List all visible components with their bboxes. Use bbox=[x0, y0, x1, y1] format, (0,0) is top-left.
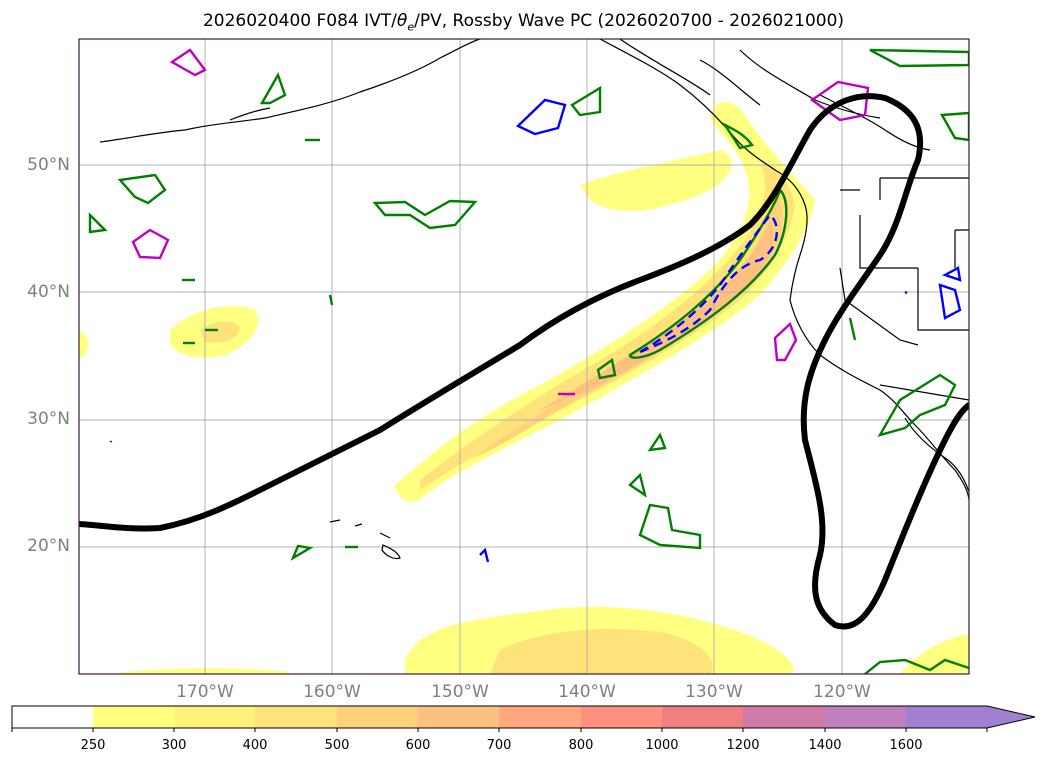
colorbar-tick-300: 300 bbox=[161, 738, 187, 753]
lon-label-120w: 120°W bbox=[813, 682, 871, 702]
theta-e-contours bbox=[88, 48, 969, 674]
colorbar-tick-1000: 1000 bbox=[645, 738, 679, 753]
title-product: Rossby Wave PC (2026020700 - 2026021000) bbox=[452, 11, 845, 31]
pv-blue-contours bbox=[479, 98, 962, 563]
pv-blue-dashed-contour bbox=[639, 213, 779, 354]
colorbar-tick-250: 250 bbox=[80, 738, 106, 753]
lon-label-160w: 160°W bbox=[303, 682, 361, 702]
colorbar-tick-1200: 1200 bbox=[726, 738, 760, 753]
colorbar-tick-400: 400 bbox=[242, 738, 268, 753]
map-frame bbox=[78, 38, 970, 675]
pv-magenta-contours bbox=[131, 48, 870, 396]
colorbar-tick-1600: 1600 bbox=[889, 738, 923, 753]
lon-label-150w: 150°W bbox=[431, 682, 489, 702]
lat-label-30n: 30°N bbox=[27, 409, 70, 429]
coastlines bbox=[99, 39, 969, 560]
lat-label-50n: 50°N bbox=[27, 155, 70, 175]
lon-label-130w: 130°W bbox=[685, 682, 743, 702]
colorbar-tick-800: 800 bbox=[568, 738, 594, 753]
title-fields: IVT/θe/PV, bbox=[364, 11, 448, 34]
colorbar-tick-700: 700 bbox=[486, 738, 512, 753]
colorbar-tick-500: 500 bbox=[324, 738, 350, 753]
colorbar-tick-1400: 1400 bbox=[808, 738, 842, 753]
lon-label-140w: 140°W bbox=[558, 682, 616, 702]
lat-label-40n: 40°N bbox=[27, 282, 70, 302]
colorbar-tick-600: 600 bbox=[405, 738, 431, 753]
map-background bbox=[79, 39, 969, 674]
lat-label-20n: 20°N bbox=[27, 536, 70, 556]
lon-label-170w: 170°W bbox=[176, 682, 234, 702]
figure-title: 2026020400 F084 IVT/θe/PV, Rossby Wave P… bbox=[0, 11, 1047, 33]
title-run: 2026020400 bbox=[202, 11, 312, 31]
title-lead: F084 bbox=[316, 11, 359, 31]
colorbar bbox=[11, 705, 1036, 732]
rossby-wave-pc-contour bbox=[79, 93, 969, 630]
